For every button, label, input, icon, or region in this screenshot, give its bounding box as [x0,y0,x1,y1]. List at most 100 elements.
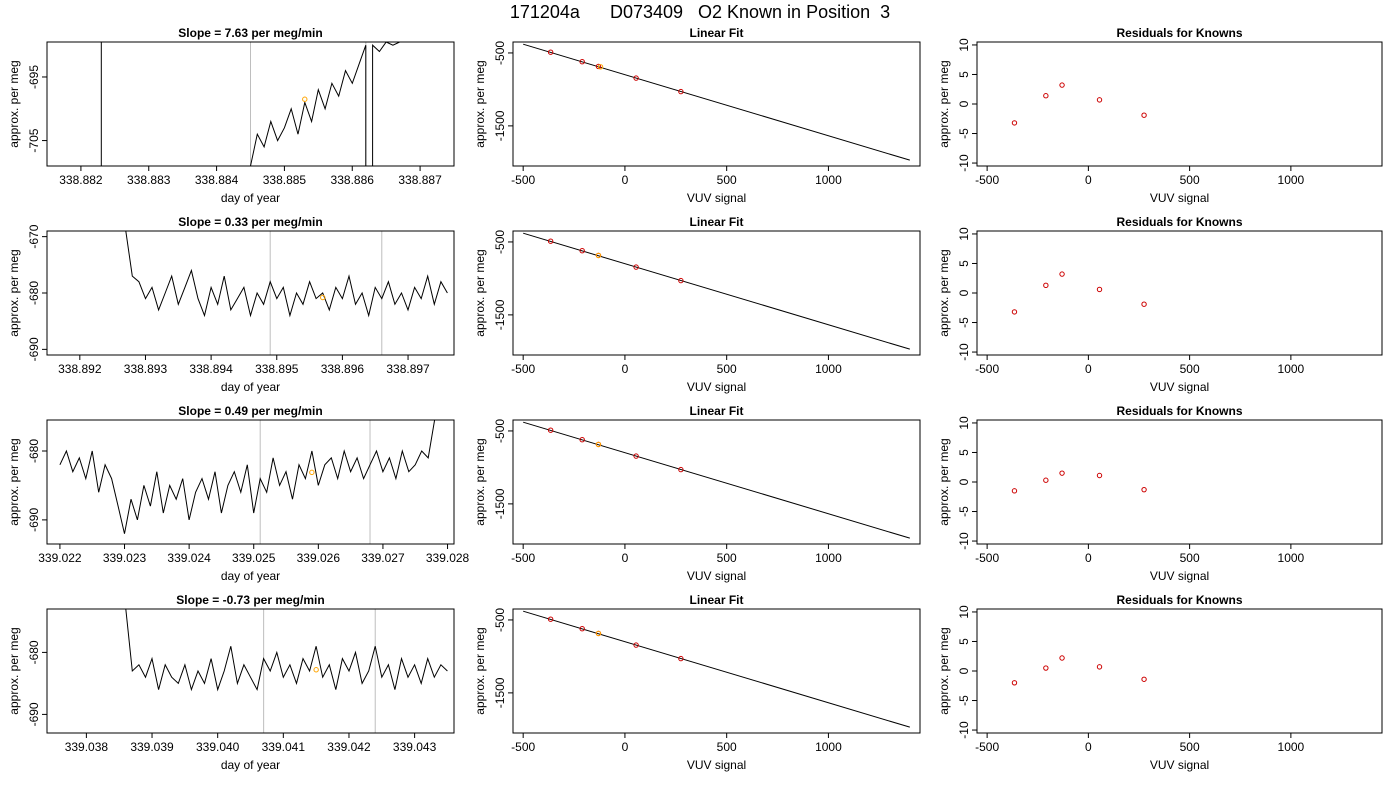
y-axis-label: approx. per meg [7,60,21,147]
y-axis-label: approx. per meg [7,249,21,336]
y-tick-label: -500 [493,41,507,65]
y-tick-label: -5 [957,128,971,139]
y-tick-label: 10 [957,416,971,430]
panel-title: Residuals for Knowns [1116,404,1242,418]
x-tick-label: 1000 [1278,551,1305,565]
panel-title: Linear Fit [689,215,743,229]
x-tick-label: 1000 [815,362,842,376]
x-axis-label: VUV signal [687,758,746,772]
x-tick-label: 1000 [815,740,842,754]
known-point [579,625,585,632]
known-point [678,466,684,473]
known-point [1011,680,1018,686]
y-tick-label: -10 [957,154,971,172]
x-tick-label: -500 [975,740,999,754]
plot-area [523,43,910,161]
y-tick-label: -5 [957,506,971,517]
x-tick-label: 500 [717,740,737,754]
x-axis-label: VUV signal [1150,569,1209,583]
y-axis-label: approx. per meg [937,60,951,147]
plot-frame [46,608,455,734]
x-tick-label: -500 [511,551,535,565]
x-tick-label: 500 [1180,362,1200,376]
fit-line [523,232,910,350]
y-axis-label: approx. per meg [7,627,21,714]
known-point [1011,120,1018,126]
x-axis-label: VUV signal [1150,380,1209,394]
y-tick-label: 10 [957,605,971,619]
plot-area [125,609,448,733]
y-tick-label: -500 [493,419,507,443]
x-tick-label: 339.042 [327,740,371,754]
fit-line [523,421,910,539]
x-tick-label: 0 [622,551,629,565]
panel-r2-c2: Linear Fit VUV signal approx. per meg -500 0… [473,215,921,394]
known-point [1141,112,1147,118]
figure-title: 171204a D073409 O2 Known in Position 3 [509,2,891,22]
known-point [1141,301,1147,307]
known-point [678,88,684,95]
x-tick-label: 339.024 [167,551,211,565]
known-point [1141,676,1147,682]
y-tick-label: -670 [27,224,41,248]
x-tick-label: -500 [975,173,999,187]
x-tick-label: -500 [975,551,999,565]
x-tick-label: 0 [622,362,629,376]
x-axis-label: day of year [221,569,280,583]
y-tick-label: -690 [27,508,41,532]
x-tick-label: -500 [511,173,535,187]
plot-area [125,231,448,355]
x-tick-label: 500 [1180,173,1200,187]
x-tick-label: 339.023 [103,551,147,565]
known-point [633,642,639,648]
x-axis-label: day of year [221,380,280,394]
series-line [125,609,448,692]
known-point [1059,470,1065,476]
x-axis-label: VUV signal [687,191,746,205]
y-tick-label: -1500 [493,677,507,708]
y-axis-label: approx. per meg [473,627,487,714]
y-axis-label: approx. per meg [937,627,951,714]
x-tick-label: 0 [622,740,629,754]
known-point [1096,286,1103,293]
x-tick-label: 500 [717,551,737,565]
x-tick-label: -500 [975,362,999,376]
fit-line [523,43,910,161]
x-tick-label: 339.041 [262,740,306,754]
known-point [579,436,585,443]
panel-title: Residuals for Knowns [1116,593,1242,607]
known-point [1096,97,1103,103]
x-axis-label: day of year [221,191,280,205]
x-tick-label: 338.885 [263,173,307,187]
unknown-point [320,294,326,301]
panel-title: Linear Fit [689,26,743,40]
known-point [678,277,684,284]
x-tick-label: 338.886 [331,173,375,187]
plot-area [1011,82,1147,126]
series-line [59,420,436,534]
plot-area [1011,470,1147,494]
x-tick-label: 339.022 [38,551,82,565]
known-point [1059,271,1065,277]
panel-r3-c3: Residuals for Knowns VUV signal approx. pe… [937,404,1383,583]
y-tick-label: -1500 [493,299,507,330]
x-tick-label: 338.897 [386,362,430,376]
x-axis-label: VUV signal [1150,758,1209,772]
unknown-point [302,96,308,102]
panel-title: Slope = -0.73 per meg/min [176,593,324,607]
panel-r4-c3: Residuals for Knowns VUV signal approx. pe… [937,593,1383,772]
y-tick-label: -5 [957,317,971,328]
panel-title: Slope = 0.33 per meg/min [178,215,322,229]
plot-frame [976,230,1383,356]
known-point [1059,82,1065,88]
plot-frame [976,41,1383,167]
plot-area [100,42,400,166]
known-point [547,49,554,55]
y-tick-label: 0 [957,100,971,107]
known-point [1043,282,1049,289]
panel-r1-c2: Linear Fit VUV signal approx. per meg -500 0… [473,26,921,205]
x-tick-label: 338.884 [195,173,239,187]
y-tick-label: -680 [27,281,41,305]
x-tick-label: 338.893 [124,362,168,376]
